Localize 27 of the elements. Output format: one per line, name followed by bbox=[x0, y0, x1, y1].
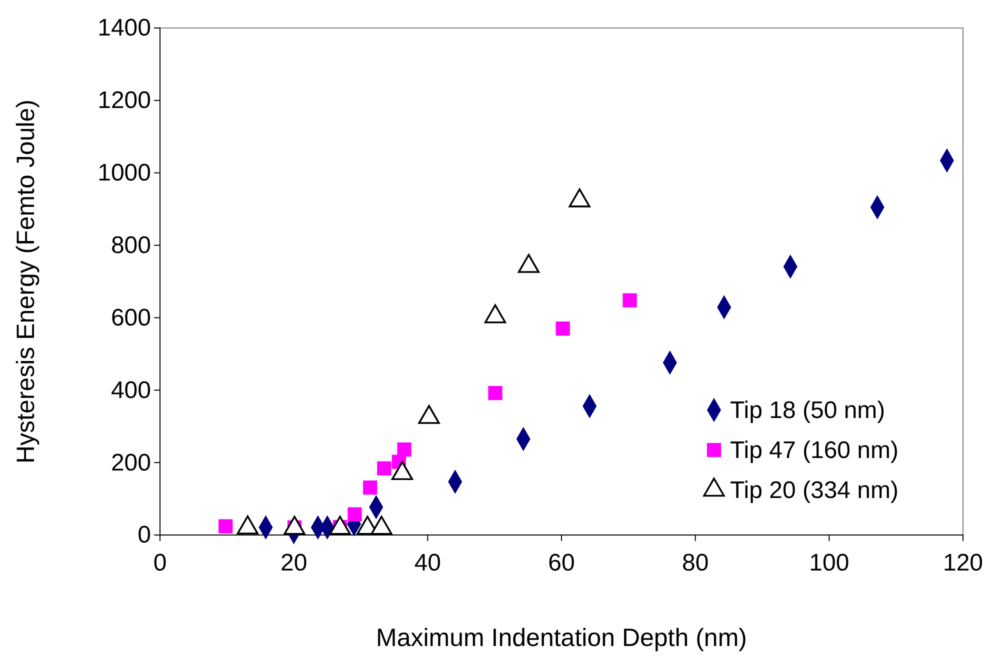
x-tick-label: 40 bbox=[414, 549, 442, 576]
x-tick-label: 120 bbox=[942, 549, 984, 576]
y-tick-label: 0 bbox=[138, 522, 151, 549]
point bbox=[363, 480, 378, 495]
legend-label: Tip 20 (334 nm) bbox=[730, 477, 899, 504]
x-tick-label: 100 bbox=[809, 549, 850, 576]
y-tick-label: 1000 bbox=[98, 160, 151, 187]
legend-label: Tip 18 (50 nm) bbox=[730, 397, 886, 424]
x-tick-label: 60 bbox=[548, 549, 575, 576]
y-tick-label: 600 bbox=[110, 304, 151, 332]
point bbox=[622, 293, 637, 308]
y-tick-label: 800 bbox=[110, 232, 151, 259]
point bbox=[397, 442, 412, 457]
y-tick-label: 1200 bbox=[98, 87, 151, 114]
point bbox=[377, 461, 392, 476]
x-tick-label: 20 bbox=[280, 549, 308, 576]
point bbox=[556, 322, 570, 336]
x-tick-label: 80 bbox=[682, 549, 709, 576]
y-axis-title: Hysteresis Energy (Femto Joule) bbox=[12, 99, 40, 464]
x-axis-title: Maximum Indentation Depth (nm) bbox=[376, 624, 747, 652]
point bbox=[488, 386, 502, 400]
legend-label: Tip 47 (160 nm) bbox=[730, 437, 899, 464]
y-tick-label: 200 bbox=[110, 449, 151, 476]
y-tick-label: 1400 bbox=[98, 14, 151, 42]
point bbox=[348, 507, 362, 522]
y-tick-label: 400 bbox=[110, 376, 151, 404]
point bbox=[218, 519, 233, 534]
